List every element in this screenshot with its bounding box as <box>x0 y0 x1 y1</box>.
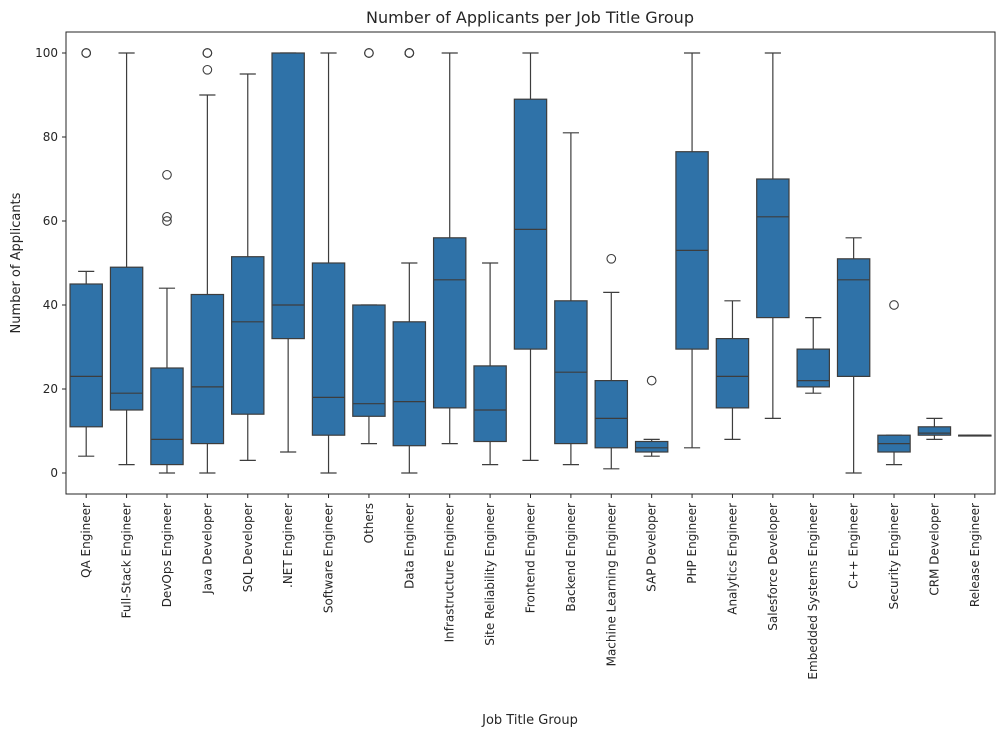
box-group <box>271 52 305 453</box>
x-tick-label: Others <box>362 503 376 543</box>
box-group <box>796 317 830 394</box>
x-tick-label: Release Engineer <box>968 503 982 607</box>
iqr-box <box>190 293 225 445</box>
outlier-point <box>162 216 172 226</box>
x-tick-label: Software Engineer <box>322 503 336 613</box>
y-tick-label: 40 <box>43 298 58 312</box>
outlier-point <box>202 48 213 58</box>
x-tick-label: C++ Engineer <box>847 503 861 589</box>
iqr-box <box>796 348 830 388</box>
x-tick-label: Salesforce Developer <box>766 503 780 631</box>
outlier-point <box>81 48 92 58</box>
x-tick-label: CRM Developer <box>927 503 941 596</box>
iqr-box <box>271 52 305 340</box>
x-tick-label: Security Engineer <box>887 503 901 610</box>
x-tick-label: Data Engineer <box>402 503 416 589</box>
box-group <box>109 52 144 466</box>
iqr-box <box>473 365 507 443</box>
box-group <box>150 169 184 474</box>
x-tick-label: .NET Engineer <box>281 503 295 588</box>
iqr-box <box>715 338 750 409</box>
outlier-point <box>889 300 899 310</box>
box-group <box>473 262 507 466</box>
iqr-box <box>756 178 790 319</box>
x-tick-label: Site Reliability Engineer <box>483 503 497 646</box>
box-group <box>231 73 265 461</box>
x-tick-label: Infrastructure Engineer <box>443 503 457 642</box>
outlier-point <box>606 253 617 264</box>
iqr-box <box>150 367 184 466</box>
y-axis-label: Number of Applicants <box>9 192 24 333</box>
iqr-box <box>231 256 265 415</box>
y-tick-label: 0 <box>50 466 58 480</box>
box-group <box>311 52 346 474</box>
iqr-box <box>836 258 871 377</box>
outlier-point <box>404 48 415 58</box>
iqr-box <box>594 380 629 449</box>
outlier-point <box>646 375 657 386</box>
chart-title: Number of Applicants per Job Title Group <box>366 8 694 27</box>
box-group <box>634 375 669 457</box>
outlier-point <box>202 64 213 75</box>
box-group <box>917 417 952 440</box>
x-axis-label: Job Title Group <box>481 713 578 728</box>
box-group <box>675 52 709 449</box>
box-group <box>190 48 225 474</box>
box-group <box>958 434 992 437</box>
box-group <box>513 52 548 461</box>
outlier-point <box>162 211 172 222</box>
iqr-box <box>69 283 103 428</box>
y-tick-label: 80 <box>43 130 58 144</box>
iqr-box <box>917 426 952 436</box>
iqr-box <box>634 440 669 453</box>
iqr-box <box>352 304 386 417</box>
y-tick-label: 100 <box>35 46 58 60</box>
iqr-box <box>311 262 346 436</box>
x-tick-label: SQL Developer <box>241 503 255 592</box>
box-group <box>715 300 750 440</box>
box-group <box>836 237 871 474</box>
outlier-point <box>364 48 374 58</box>
iqr-box <box>432 237 467 409</box>
x-tick-label: SAP Developer <box>645 503 659 592</box>
plot-area: 0 20 40 60 80 100 QA Engineer Full-Stack Engine… <box>35 46 992 680</box>
box-group <box>432 52 467 445</box>
x-tick-label: QA Engineer <box>79 503 93 578</box>
x-tick-label: Backend Engineer <box>564 503 578 612</box>
box-group <box>594 253 629 470</box>
box-group <box>554 132 588 466</box>
axes-frame <box>65 31 996 495</box>
x-tick-label: Full-Stack Engineer <box>120 503 134 618</box>
x-tick-label: Embedded Systems Engineer <box>806 503 820 680</box>
iqr-box <box>392 321 427 447</box>
box-group <box>877 300 911 466</box>
x-tick-label: PHP Engineer <box>685 503 699 584</box>
x-tick-label: Analytics Engineer <box>725 503 739 615</box>
x-tick-label: Java Developer <box>200 503 214 595</box>
outlier-point <box>162 169 172 180</box>
box-group <box>756 52 790 419</box>
y-tick-label: 60 <box>43 214 58 228</box>
box-group <box>69 48 103 457</box>
box-group <box>352 48 386 445</box>
iqr-box <box>109 266 144 411</box>
box-group <box>392 48 427 474</box>
x-tick-label: Machine Learning Engineer <box>604 503 618 666</box>
x-tick-label: DevOps Engineer <box>160 503 174 607</box>
iqr-box <box>513 98 548 350</box>
x-tick-label: Frontend Engineer <box>524 503 538 613</box>
y-tick-label: 20 <box>43 382 58 396</box>
